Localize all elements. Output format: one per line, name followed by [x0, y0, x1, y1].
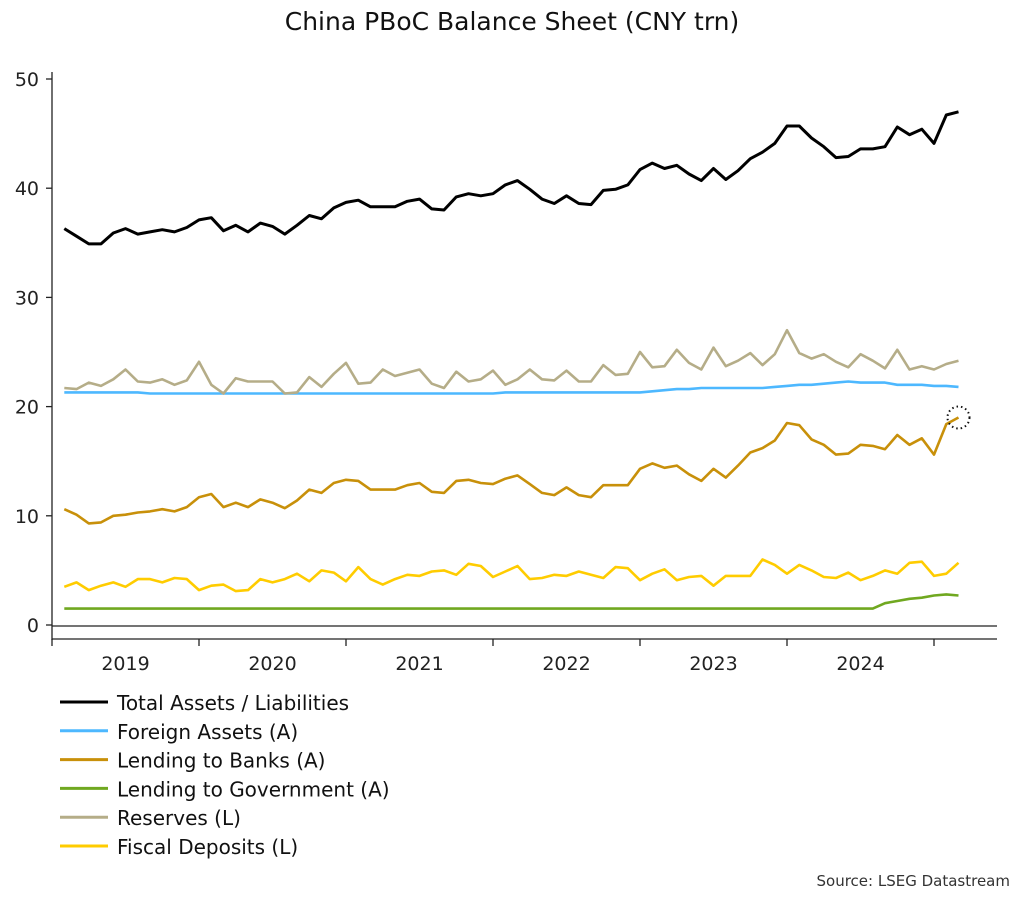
legend-item: Lending to Government (A) — [60, 777, 390, 801]
x-tick-label: 2020 — [248, 653, 296, 675]
legend-item: Total Assets / Liabilities — [60, 691, 349, 715]
y-tick-label: 50 — [15, 69, 39, 91]
legend-item: Fiscal Deposits (L) — [60, 835, 298, 859]
legend-label: Lending to Government (A) — [117, 777, 390, 801]
series-line-fiscal-deposits-l — [63, 558, 960, 593]
legend-label: Reserves (L) — [117, 806, 241, 830]
series-line-foreign-assets-a — [64, 380, 959, 395]
chart-title: China PBoC Balance Sheet (CNY trn) — [285, 7, 740, 36]
legend-label: Lending to Banks (A) — [117, 749, 326, 773]
x-tick-label: 2023 — [689, 653, 737, 675]
y-tick-label: 30 — [15, 287, 39, 309]
legend-label: Total Assets / Liabilities — [116, 691, 349, 715]
source-note: Source: LSEG Datastream — [817, 872, 1010, 890]
legend-label: Fiscal Deposits (L) — [117, 835, 298, 859]
axes: 0 10 20 30 40 50 2019 2020 2021 2022 2023 2024 — [15, 69, 997, 675]
series-line-total-assets-liabilities — [63, 110, 959, 246]
x-tick-label: 2019 — [101, 653, 149, 675]
y-tick-label: 10 — [15, 506, 39, 528]
legend: Total Assets / Liabilities Foreign Assets… — [60, 691, 390, 859]
x-tick-label: 2021 — [395, 653, 443, 675]
y-tick-label: 20 — [15, 397, 39, 419]
x-tick-label: 2024 — [836, 653, 884, 675]
series-line-lending-to-banks-a — [63, 416, 960, 525]
y-tick-label: 40 — [15, 178, 39, 200]
legend-label: Foreign Assets (A) — [117, 720, 298, 744]
legend-item: Lending to Banks (A) — [60, 749, 326, 773]
x-tick-label: 2022 — [542, 653, 590, 675]
legend-item: Reserves (L) — [60, 806, 241, 830]
highlight-circle — [946, 405, 971, 430]
series-lines — [63, 110, 971, 610]
y-tick-label: 0 — [27, 615, 39, 637]
legend-item: Foreign Assets (A) — [60, 720, 298, 744]
series-line-reserves-l — [64, 328, 959, 395]
series-line-lending-to-government-a — [64, 593, 959, 610]
